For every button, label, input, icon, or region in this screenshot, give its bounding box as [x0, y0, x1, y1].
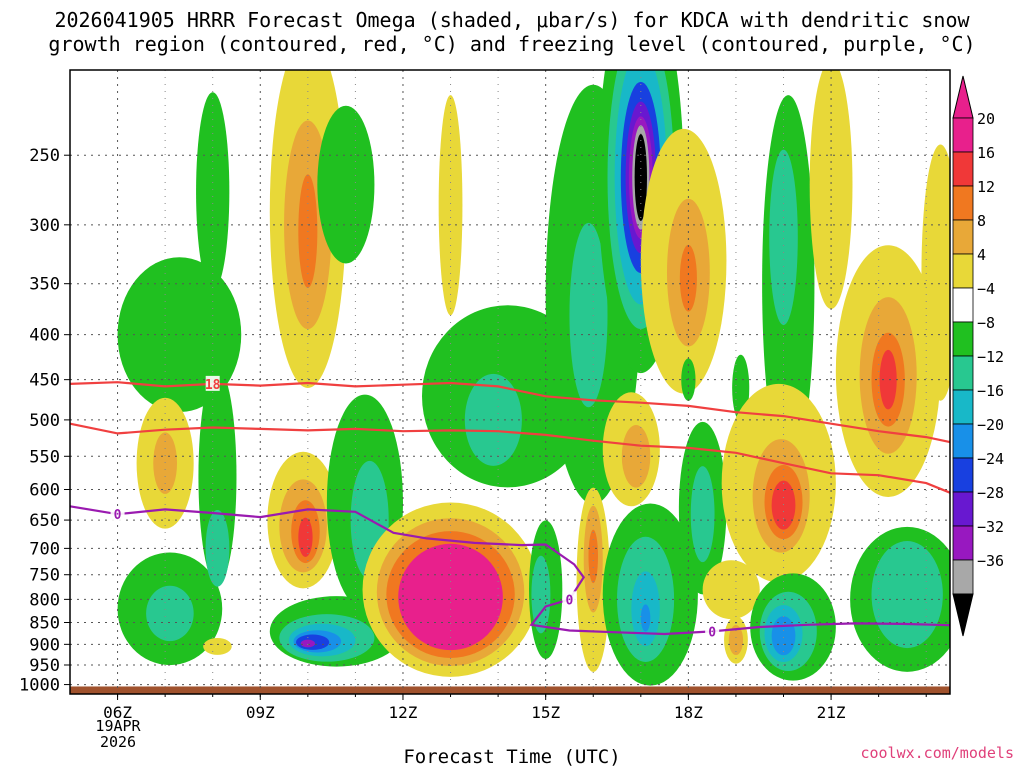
y-tick-label-650: 650 — [29, 511, 60, 531]
plot-frame — [69, 69, 951, 695]
freezing-level-0C-label: 0 — [566, 593, 574, 608]
omega-cell-28 — [398, 543, 503, 651]
y-tick-label-800: 800 — [29, 590, 60, 610]
colorbar-label-5: −4 — [977, 280, 995, 298]
freezing-level-0C-label: 0 — [708, 625, 716, 640]
colorbar-label-6: −8 — [977, 314, 995, 332]
omega-cell-0 — [196, 92, 230, 291]
y-tick-label-450: 450 — [29, 371, 60, 391]
date-label-day: 19APR — [95, 717, 141, 735]
colorbar-swatch-5 — [952, 287, 974, 323]
dendritic-12C-contour — [69, 422, 951, 494]
chart-title-line-1: 2026041905 HRRR Forecast Omega (shaded, … — [54, 8, 970, 32]
colorbar-label-1: 16 — [977, 144, 995, 162]
x-tick-label-12Z: 12Z — [389, 703, 418, 722]
omega-cell-21 — [300, 639, 315, 648]
x-tick-label-15Z: 15Z — [531, 703, 560, 722]
dendritic-18C-label: 18 — [205, 378, 221, 393]
omega-cell-24 — [317, 105, 375, 264]
colorbar-label-12: −32 — [977, 518, 1004, 536]
omega-cell-15 — [298, 517, 313, 557]
colorbar-swatch-7 — [952, 355, 974, 391]
omega-cell-48 — [621, 424, 651, 488]
colorbar-label-7: −12 — [977, 348, 1004, 366]
omega-cell-7 — [153, 432, 178, 494]
y-tick-label-550: 550 — [29, 447, 60, 467]
y-tick-label-600: 600 — [29, 481, 60, 501]
omega-cell-59 — [702, 560, 760, 620]
freezing-level-0C-label-bg — [110, 506, 125, 522]
y-tick-label-250: 250 — [29, 146, 60, 166]
colorbar-swatch-0 — [952, 117, 974, 153]
colorbar-label-9: −20 — [977, 416, 1004, 434]
omega-cell-68 — [771, 480, 796, 530]
omega-cell-75 — [809, 70, 853, 309]
omega-cell-46 — [679, 244, 697, 312]
omega-cell-63 — [769, 149, 798, 326]
omega-cell-51 — [588, 529, 598, 584]
freezing-level-0C-contour — [69, 505, 951, 636]
credit-text: coolwx.com/models — [860, 744, 1014, 762]
colorbar-label-8: −16 — [977, 382, 1004, 400]
colorbar-swatch-11 — [952, 491, 974, 527]
terrain-strip — [70, 686, 950, 694]
y-tick-label-1000: 1000 — [19, 676, 60, 696]
omega-cell-8 — [203, 638, 232, 655]
omega-cell-29 — [438, 95, 463, 316]
colorbar-label-10: −24 — [977, 450, 1004, 468]
colorbar-label-11: −28 — [977, 484, 1004, 502]
omega-cell-4 — [146, 585, 194, 642]
colorbar-bottom-arrow — [952, 593, 974, 637]
colorbar-swatch-9 — [952, 423, 974, 459]
y-tick-label-500: 500 — [29, 411, 60, 431]
y-tick-label-750: 750 — [29, 566, 60, 586]
date-label-year: 2026 — [99, 733, 137, 751]
omega-cell-61 — [728, 625, 744, 656]
y-tick-label-400: 400 — [29, 326, 60, 346]
y-tick-label-900: 900 — [29, 635, 60, 655]
omega-cell-1 — [117, 257, 242, 413]
colorbar-swatch-8 — [952, 389, 974, 425]
omega-cell-43 — [634, 134, 647, 221]
omega-cell-79 — [879, 349, 897, 410]
colorbar-swatch-1 — [952, 151, 974, 187]
y-tick-label-350: 350 — [29, 275, 60, 295]
colorbar-swatch-12 — [952, 525, 974, 561]
colorbar-swatch-10 — [952, 457, 974, 493]
colorbar-swatch-6 — [952, 321, 974, 357]
omega-cell-31 — [464, 373, 522, 466]
freezing-level-0C-label-bg — [562, 591, 577, 607]
x-tick-label-18Z: 18Z — [674, 703, 703, 722]
dendritic-18C-label-bg — [205, 375, 220, 391]
freezing-level-0C-label-bg — [705, 623, 720, 639]
x-axis-label: Forecast Time (UTC) — [403, 746, 621, 768]
colorbar-label-2: 12 — [977, 178, 995, 196]
omega-cell-55 — [640, 604, 651, 632]
dendritic-18C-contour — [69, 381, 951, 444]
x-tick-label-09Z: 09Z — [246, 703, 275, 722]
omega-cell-58 — [690, 466, 715, 563]
omega-cell-33 — [569, 222, 608, 408]
freezing-level-0C-label: 0 — [114, 508, 122, 523]
x-tick-label-21Z: 21Z — [817, 703, 846, 722]
y-tick-label-950: 950 — [29, 656, 60, 676]
y-tick-label-700: 700 — [29, 539, 60, 559]
colorbar-label-3: 8 — [977, 212, 986, 230]
colorbar-swatch-3 — [952, 219, 974, 255]
colorbar-swatch-2 — [952, 185, 974, 221]
omega-cell-80 — [921, 144, 950, 401]
colorbar-top-arrow — [952, 75, 974, 119]
x-tick-label-06Z: 06Z — [103, 703, 132, 722]
colorbar-label-0: 20 — [977, 110, 995, 128]
colorbar-label-13: −36 — [977, 552, 1004, 570]
y-tick-label-850: 850 — [29, 614, 60, 634]
colorbar-swatch-13 — [952, 559, 974, 595]
colorbar-swatch-4 — [952, 253, 974, 289]
omega-cell-74 — [871, 541, 943, 649]
y-tick-label-300: 300 — [29, 216, 60, 236]
colorbar-label-4: 4 — [977, 246, 986, 264]
chart-title-line-2: growth region (contoured, red, °C) and f… — [48, 32, 976, 56]
